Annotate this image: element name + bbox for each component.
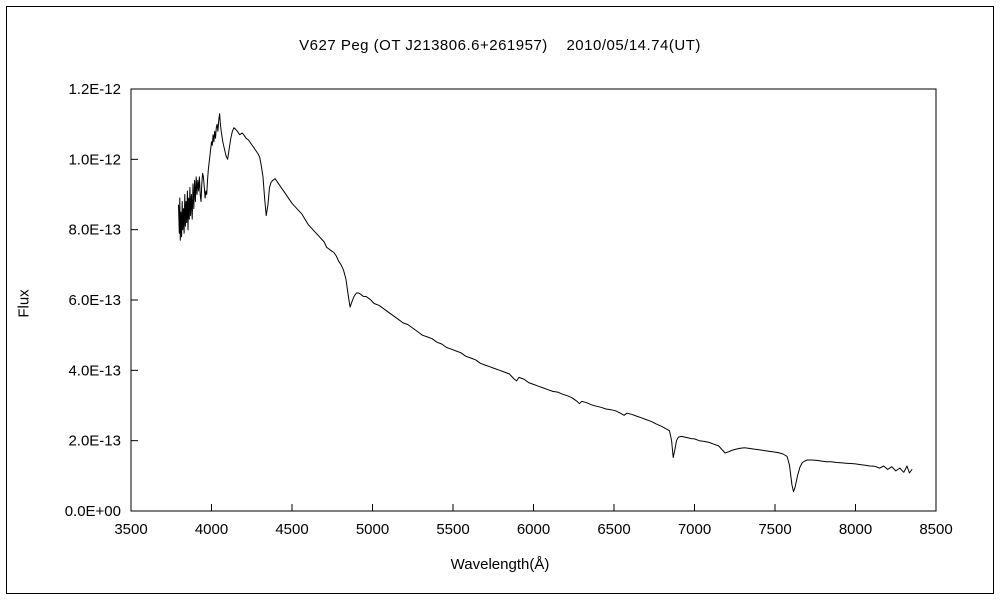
x-tick-label: 7500 [758, 521, 791, 538]
y-tick-label: 4.0E-13 [68, 362, 121, 379]
x-tick-label: 5000 [356, 521, 389, 538]
spectrum-line [178, 113, 913, 493]
y-tick-label: 6.0E-13 [68, 292, 121, 309]
x-tick-label: 7000 [678, 521, 711, 538]
x-tick-label: 3500 [114, 521, 147, 538]
y-tick-label: 0.0E+00 [65, 503, 121, 520]
x-tick-label: 8000 [839, 521, 872, 538]
x-tick-label: 4500 [275, 521, 308, 538]
x-tick-label: 4000 [195, 521, 228, 538]
x-tick-label: 6500 [597, 521, 630, 538]
y-tick-label: 8.0E-13 [68, 222, 121, 239]
y-tick-label: 2.0E-13 [68, 433, 121, 450]
x-axis-title: Wavelength(Å) [450, 556, 550, 573]
x-tick-label: 5500 [436, 521, 469, 538]
y-tick-label: 1.2E-12 [68, 81, 121, 98]
spectrum-chart: 3500 4000 4500 5000 5500 6000 6500 7000 7500 8000… [65, 81, 953, 538]
x-tick-label: 8500 [919, 521, 952, 538]
x-tick-label: 6000 [517, 521, 550, 538]
plot-border [130, 88, 937, 512]
y-tick-label: 1.0E-12 [68, 151, 121, 168]
figure-frame: V627 Peg (OT J213806.6+261957) 2010/05/1… [6, 6, 994, 594]
chart-title: V627 Peg (OT J213806.6+261957) 2010/05/1… [299, 37, 701, 54]
